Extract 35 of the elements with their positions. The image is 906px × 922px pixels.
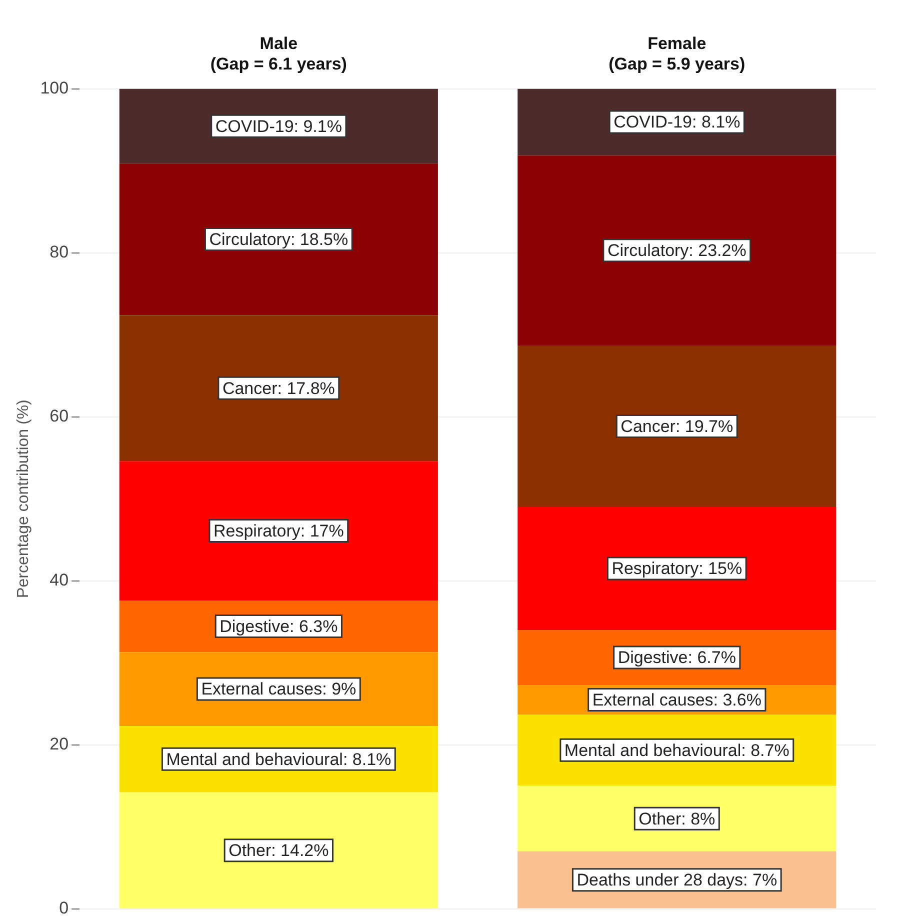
y-tick-label: 60 <box>50 406 69 426</box>
y-tick-label: 20 <box>50 734 69 754</box>
y-tick-label: 100 <box>40 78 69 98</box>
y-tick-label: 80 <box>50 242 69 262</box>
data-label: COVID-19: 9.1% <box>215 116 342 136</box>
x-tick-label: Female (Gap = 5.9 years) <box>608 34 746 74</box>
data-label: COVID-19: 8.1% <box>614 112 740 132</box>
data-label: Respiratory: 15% <box>612 559 742 578</box>
data-label: Digestive: 6.7% <box>618 648 736 668</box>
bar <box>518 786 836 852</box>
bar <box>119 792 438 908</box>
data-label: Mental and behavioural: 8.7% <box>564 740 790 760</box>
data-label: External causes: 9% <box>201 680 356 699</box>
y-tick-label: 0 <box>59 898 69 918</box>
bar <box>518 507 836 630</box>
data-label: Cancer: 19.7% <box>620 416 734 436</box>
bar <box>518 155 836 346</box>
bar <box>119 88 438 164</box>
data-label: Respiratory: 17% <box>213 521 344 540</box>
data-label: Digestive: 6.3% <box>220 616 338 636</box>
bar <box>119 461 438 600</box>
data-label: Circulatory: 18.5% <box>209 230 348 249</box>
x-tick-label: Male (Gap = 6.1 years) <box>210 34 347 74</box>
bar <box>518 345 836 507</box>
data-label: Deaths under 28 days: 7% <box>576 870 778 890</box>
data-label: External causes: 3.6% <box>592 690 762 710</box>
y-axis-title: Percentage contribution (%) <box>15 400 32 598</box>
data-label: Circulatory: 23.2% <box>607 241 746 260</box>
data-label: Mental and behavioural: 8.1% <box>166 750 392 769</box>
bar <box>119 315 438 462</box>
y-tick-label: 40 <box>50 570 69 590</box>
bar <box>119 163 438 316</box>
data-label: Other: 8% <box>638 809 716 828</box>
data-label: Other: 14.2% <box>228 841 329 860</box>
data-label: Cancer: 17.8% <box>222 378 335 398</box>
